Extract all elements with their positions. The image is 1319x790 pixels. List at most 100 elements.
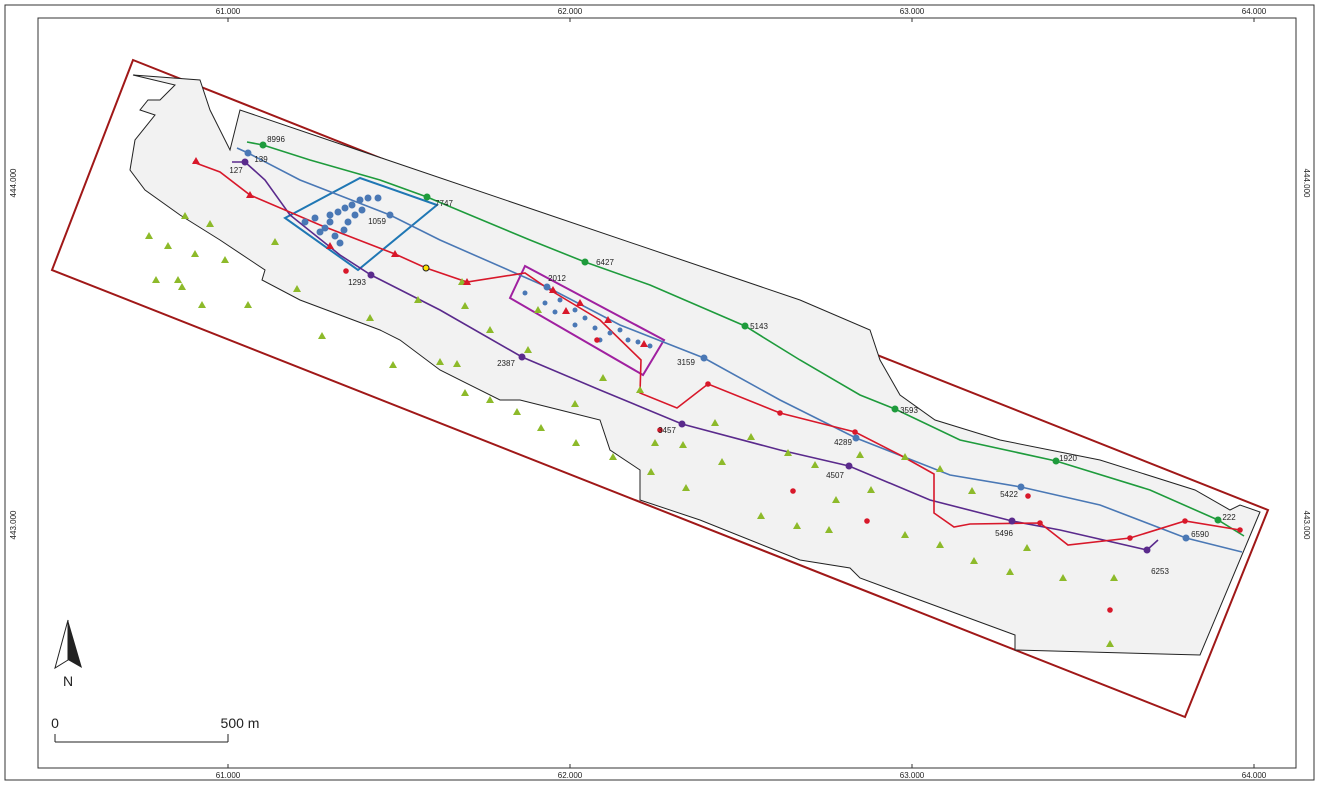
sample	[340, 226, 348, 234]
station	[700, 354, 708, 362]
sample	[316, 228, 324, 236]
sample-site	[244, 301, 252, 308]
station	[259, 141, 267, 149]
point-label: 5496	[995, 529, 1013, 538]
point-label: 6253	[1151, 567, 1169, 576]
point-label: 6590	[1191, 530, 1209, 539]
sample	[1237, 527, 1243, 533]
sample-site	[537, 424, 545, 431]
north-label: N	[63, 673, 73, 689]
sample-site	[181, 212, 189, 219]
profile-line	[232, 161, 1159, 551]
sample	[617, 327, 623, 333]
sample-site	[784, 449, 792, 456]
sample-site	[599, 374, 607, 381]
point-label: 2012	[548, 274, 566, 283]
sample	[358, 206, 366, 214]
survey-box	[508, 264, 666, 377]
sample-site	[391, 250, 399, 257]
sample-site	[576, 299, 584, 306]
sample	[374, 194, 382, 202]
point-label: 3159	[677, 358, 695, 367]
sample-site	[562, 307, 570, 314]
sample-site	[461, 389, 469, 396]
grid-label-bottom: 61.000	[216, 771, 241, 780]
point-label: 1293	[348, 278, 366, 287]
point-label: 4507	[826, 471, 844, 480]
sample-site	[191, 250, 199, 257]
grid-label-right: 444.000	[1302, 169, 1311, 198]
sample-site	[647, 468, 655, 475]
sample	[331, 232, 339, 240]
sample-site	[901, 453, 909, 460]
sample-site	[486, 396, 494, 403]
sample-site	[206, 220, 214, 227]
sample	[341, 204, 349, 212]
sample	[1107, 607, 1113, 613]
sample-site	[178, 283, 186, 290]
station	[1214, 516, 1222, 524]
sample	[522, 290, 528, 296]
point-label: 5422	[1000, 490, 1018, 499]
point-label: 5143	[750, 322, 768, 331]
sample-site	[164, 242, 172, 249]
sample-site	[152, 276, 160, 283]
sample-site	[513, 408, 521, 415]
sample	[364, 194, 372, 202]
point-label: 1059	[368, 217, 386, 226]
sample-site	[604, 316, 612, 323]
sample	[336, 239, 344, 247]
sample-site	[1023, 544, 1031, 551]
sample-site	[572, 439, 580, 446]
sample	[311, 214, 319, 222]
sample-site	[747, 433, 755, 440]
sample-site	[192, 157, 200, 164]
survey-box	[283, 176, 440, 272]
sample	[1127, 535, 1133, 541]
sample	[572, 322, 578, 328]
sample-site	[901, 531, 909, 538]
sample-site	[461, 302, 469, 309]
sample-site	[1006, 568, 1014, 575]
sample	[592, 325, 598, 331]
sample	[351, 211, 359, 219]
sample-site	[793, 522, 801, 529]
point-label: 139	[254, 155, 268, 164]
sample-site	[414, 296, 422, 303]
sample	[635, 339, 641, 345]
station	[518, 353, 526, 361]
station	[244, 149, 252, 157]
grid-label-bottom: 64.000	[1242, 771, 1267, 780]
sample	[594, 337, 600, 343]
sample-site	[389, 361, 397, 368]
station	[241, 158, 249, 166]
station	[543, 283, 551, 291]
sample	[344, 218, 352, 226]
sample-site	[682, 484, 690, 491]
station	[891, 405, 899, 413]
station	[367, 271, 375, 279]
grid-label-top: 62.000	[558, 7, 583, 16]
sample	[326, 218, 334, 226]
profile-line	[246, 141, 1245, 537]
sample-site	[326, 242, 334, 249]
north-arrow	[54, 619, 82, 670]
point-label: 7747	[435, 199, 453, 208]
station	[845, 462, 853, 470]
grid-label-bottom: 63.000	[900, 771, 925, 780]
sample	[1182, 518, 1188, 524]
sample-site	[711, 419, 719, 426]
sample	[607, 330, 613, 336]
sample-site	[486, 326, 494, 333]
sample	[582, 315, 588, 321]
sample	[1037, 520, 1043, 526]
sample-site	[1106, 640, 1114, 647]
point-label: 4289	[834, 438, 852, 447]
sample	[572, 307, 578, 313]
sample	[552, 309, 558, 315]
sample	[422, 264, 430, 272]
sample	[864, 518, 870, 524]
point-label: 222	[1222, 513, 1236, 522]
sample	[542, 300, 548, 306]
